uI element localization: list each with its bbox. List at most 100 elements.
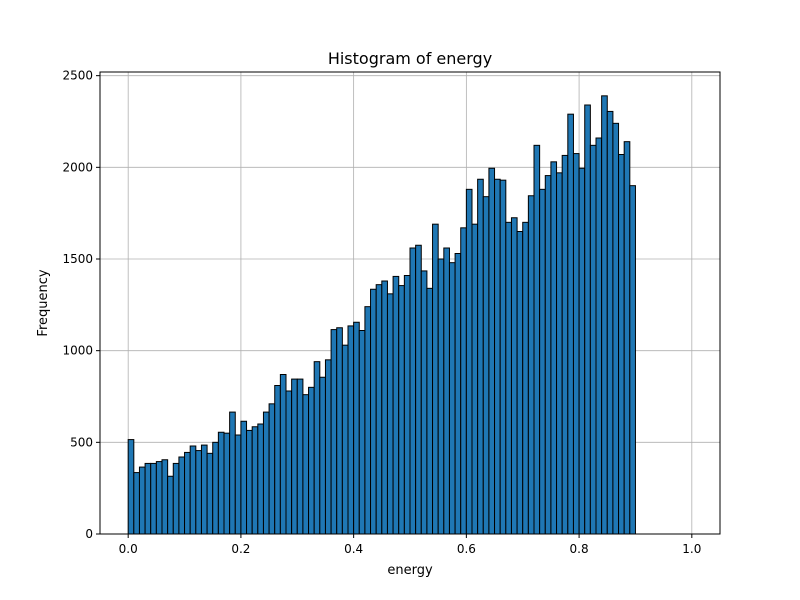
histogram-bar <box>341 344 349 535</box>
histogram-bar <box>364 306 372 535</box>
y-tick-label: 0 <box>85 527 93 541</box>
histogram-bar <box>347 325 355 535</box>
histogram-bar <box>522 221 529 535</box>
histogram-bar <box>533 144 541 535</box>
histogram-bar <box>494 178 501 535</box>
histogram-bar <box>234 434 242 535</box>
histogram-bar <box>618 154 625 535</box>
histogram-bar <box>415 244 422 535</box>
histogram-bar <box>308 386 315 535</box>
y-tick-label: 2000 <box>62 160 93 174</box>
histogram-bar <box>358 330 366 535</box>
histogram-bar <box>398 285 405 535</box>
histogram-bar <box>262 411 270 535</box>
histogram-bar <box>448 262 456 535</box>
histogram-bar <box>629 185 636 535</box>
histogram-bar <box>426 287 434 535</box>
histogram-bar <box>370 288 377 535</box>
histogram-bar <box>544 175 552 535</box>
histogram-bar <box>138 466 146 535</box>
histogram-bar <box>200 444 208 535</box>
x-axis-ticks: 0.0 0.2 0.4 0.6 0.8 1.0 <box>119 534 701 556</box>
histogram-bar <box>229 411 236 535</box>
y-tick-label: 1000 <box>62 344 93 358</box>
histogram-bar <box>510 217 518 535</box>
histogram-bar <box>606 110 614 535</box>
histogram-bar <box>612 122 620 535</box>
histogram-bar <box>195 450 202 535</box>
histogram-bar <box>172 462 180 535</box>
histogram-bar <box>285 390 293 535</box>
histogram-bar <box>589 144 597 535</box>
histogram-bar <box>279 374 287 535</box>
histogram-bar <box>488 167 496 535</box>
histogram-bar <box>246 429 253 535</box>
histogram-bar <box>572 153 580 535</box>
histogram-bar <box>561 154 569 535</box>
histogram-bar <box>595 137 603 535</box>
histogram-bar <box>465 188 473 535</box>
histogram-bar <box>144 462 152 535</box>
x-tick-label: 0.6 <box>457 542 476 556</box>
x-tick-label: 0.8 <box>570 542 589 556</box>
y-tick-label: 1500 <box>62 252 93 266</box>
histogram-bar <box>437 258 445 535</box>
histogram-bar <box>516 231 524 535</box>
histogram-bar <box>212 441 219 535</box>
histogram-bar <box>223 432 231 535</box>
y-tick-label: 500 <box>70 435 93 449</box>
histogram-bar <box>302 394 310 535</box>
histogram-bar <box>313 361 321 535</box>
histogram-bar <box>454 253 462 535</box>
x-tick-label: 1.0 <box>682 542 701 556</box>
histogram-bar <box>375 284 383 535</box>
histogram-bar <box>274 385 281 535</box>
x-tick-label: 0.4 <box>344 542 363 556</box>
histogram-bar <box>505 221 512 535</box>
histogram-bar <box>539 188 546 535</box>
histogram-bar <box>567 113 574 535</box>
y-axis-ticks: 0 500 1000 1500 2000 2500 <box>62 69 100 541</box>
bars <box>127 95 636 535</box>
histogram-bar <box>178 456 186 535</box>
histogram-bar <box>167 475 174 535</box>
histogram-bar <box>127 439 135 535</box>
histogram-bar <box>477 178 484 535</box>
x-tick-label: 0.0 <box>119 542 138 556</box>
histogram-bar <box>257 423 264 535</box>
histogram-bar <box>403 275 411 535</box>
y-axis-label: Frequency <box>36 269 51 336</box>
histogram-bar <box>386 293 394 535</box>
histogram-bar <box>240 420 248 535</box>
histogram-bar <box>471 223 479 535</box>
histogram-bar <box>392 275 400 535</box>
histogram-bar <box>291 378 298 535</box>
histogram-bar <box>189 445 197 535</box>
histogram-bar <box>217 431 225 535</box>
chart-title: Histogram of energy <box>328 49 492 68</box>
histogram-bar <box>161 459 169 535</box>
histogram-bar <box>443 247 450 535</box>
histogram-bar <box>251 426 259 535</box>
histogram-bar <box>527 195 535 535</box>
histogram-bar <box>601 95 608 535</box>
histogram-bar <box>550 161 558 535</box>
histogram-bar <box>206 452 214 535</box>
plot-frame <box>99 71 721 535</box>
histogram-bar <box>319 376 326 535</box>
histogram-bar <box>578 167 586 535</box>
y-tick-label: 2500 <box>62 69 93 83</box>
histogram-bar <box>623 141 631 535</box>
histogram-bar <box>584 104 591 535</box>
histogram-bar <box>381 280 388 535</box>
x-tick-label: 0.2 <box>231 542 250 556</box>
histogram-bar <box>296 378 304 535</box>
histogram-bar <box>353 321 360 535</box>
histogram-bar <box>324 359 332 535</box>
histogram-bar <box>133 472 140 535</box>
histogram-bar <box>432 223 439 535</box>
histogram-bar <box>184 451 191 535</box>
histogram-bar <box>268 403 276 535</box>
histogram-bar <box>482 196 490 535</box>
